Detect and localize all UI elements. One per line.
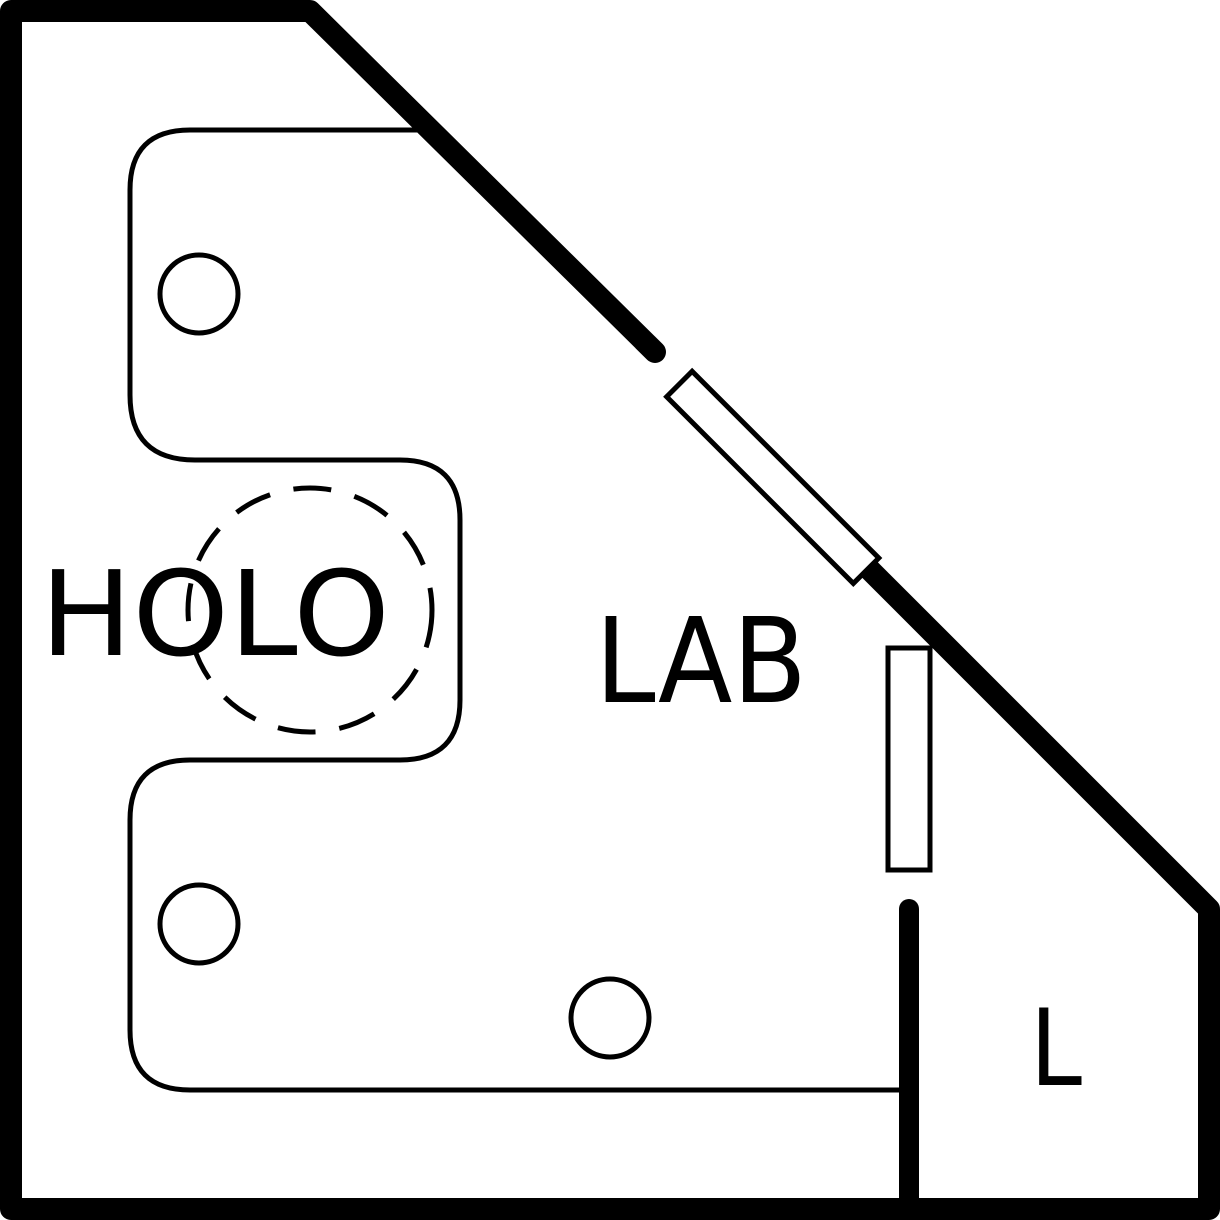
holo-projection-circle xyxy=(185,485,435,735)
room-label-holo: HOLO xyxy=(40,545,390,683)
inner-boundary xyxy=(127,127,909,1093)
door-panel xyxy=(885,645,933,873)
fixture-circle-top xyxy=(157,252,241,336)
room-label-lab: LAB xyxy=(595,592,807,730)
room-label-l: L xyxy=(1030,987,1082,1110)
fixture-circle-bottom-left xyxy=(157,882,241,966)
fixture-circle-bottom-middle xyxy=(568,976,652,1060)
window-diagonal xyxy=(663,367,883,587)
